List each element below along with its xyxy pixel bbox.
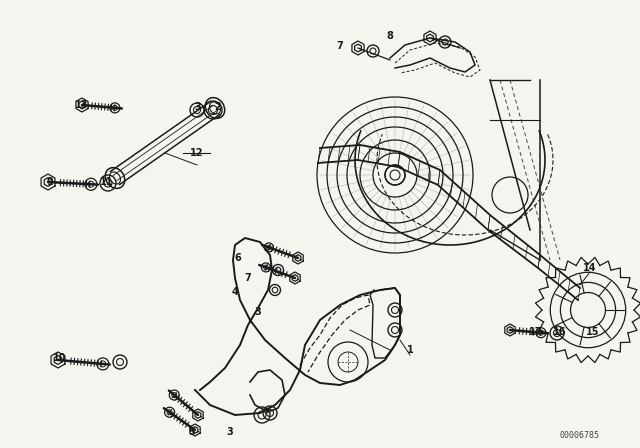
Text: 11: 11 <box>100 177 114 187</box>
Text: 16: 16 <box>553 327 567 337</box>
Text: 5: 5 <box>189 427 195 437</box>
Text: 00006785: 00006785 <box>560 431 600 439</box>
Text: 4: 4 <box>232 287 238 297</box>
Text: 3: 3 <box>255 307 261 317</box>
Text: 13: 13 <box>76 100 89 110</box>
Text: 15: 15 <box>586 327 600 337</box>
Text: 10: 10 <box>53 353 67 363</box>
Text: 3: 3 <box>195 102 202 112</box>
Text: 6: 6 <box>235 253 241 263</box>
Text: 9: 9 <box>47 177 53 187</box>
Text: 12: 12 <box>190 148 204 158</box>
Text: 2: 2 <box>214 102 221 112</box>
Text: 3: 3 <box>227 427 234 437</box>
Text: 7: 7 <box>244 273 252 283</box>
Text: 17: 17 <box>529 327 543 337</box>
Text: 7: 7 <box>337 41 344 51</box>
Text: 14: 14 <box>583 263 596 273</box>
Text: 1: 1 <box>406 345 413 355</box>
Text: 8: 8 <box>387 31 394 41</box>
